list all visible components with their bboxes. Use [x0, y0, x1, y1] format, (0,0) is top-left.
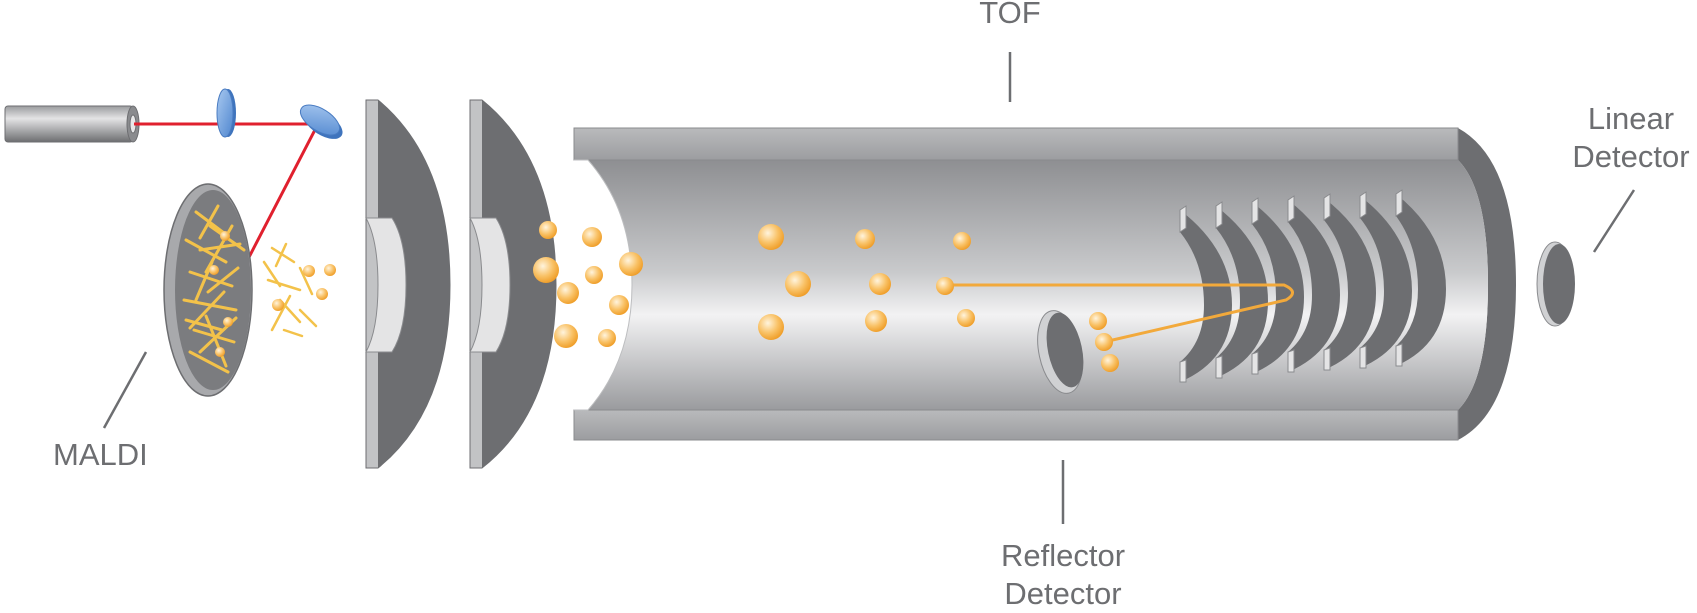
ion	[1101, 354, 1119, 372]
reflectron-ring	[1359, 191, 1412, 369]
lens-mirror-2	[299, 104, 343, 139]
reflectron-ring	[1251, 197, 1304, 375]
ion	[855, 229, 875, 249]
tof-label: TOF	[979, 0, 1041, 30]
reflectron-ring	[1179, 205, 1232, 383]
desorption-plume	[262, 242, 336, 338]
reflectron-ring	[1287, 195, 1340, 373]
ion	[619, 252, 643, 276]
reflector-detector-label-line1: Reflector	[1000, 538, 1126, 573]
ion	[869, 273, 891, 295]
extraction-electrode-1	[365, 99, 451, 469]
ion	[785, 271, 811, 297]
linear-detector-label: Linear Detector	[1566, 100, 1696, 176]
ion	[598, 329, 616, 347]
ion	[953, 232, 971, 250]
ion	[582, 227, 602, 247]
ion	[585, 266, 603, 284]
reflector-detector	[1037, 310, 1084, 394]
ion	[936, 277, 954, 295]
ion	[557, 282, 579, 304]
ions	[533, 221, 1119, 372]
laser-source	[4, 105, 140, 143]
ion	[957, 309, 975, 327]
ion	[1095, 333, 1113, 351]
reflectron-ring	[1323, 193, 1376, 371]
ion-flight-path	[946, 283, 1294, 344]
ion	[1089, 312, 1107, 330]
maldi-sample-plate	[163, 183, 253, 397]
linear-detector-label-line1: Linear	[1587, 101, 1675, 136]
linear-detector-leader-line	[1592, 189, 1636, 253]
reflector-detector-label-line2: Detector	[1004, 576, 1122, 611]
ion	[533, 257, 559, 283]
ion	[758, 224, 784, 250]
reflectron-ring	[1395, 189, 1446, 367]
lens-mirror-1	[216, 88, 236, 138]
ion	[758, 314, 784, 340]
reflectron-rings	[1179, 189, 1446, 383]
reflectron-ring	[1215, 201, 1268, 379]
extraction-electrode-2	[469, 99, 557, 469]
ion	[539, 221, 557, 239]
maldi-leader-line	[102, 351, 148, 429]
maldi-label: MALDI	[53, 437, 148, 472]
ion	[554, 324, 578, 348]
linear-detector-label-line2: Detector	[1572, 139, 1690, 174]
ion	[609, 295, 629, 315]
linear-detector	[1536, 241, 1575, 327]
reflector-detector-label: Reflector Detector	[983, 537, 1143, 613]
ion	[865, 310, 887, 332]
